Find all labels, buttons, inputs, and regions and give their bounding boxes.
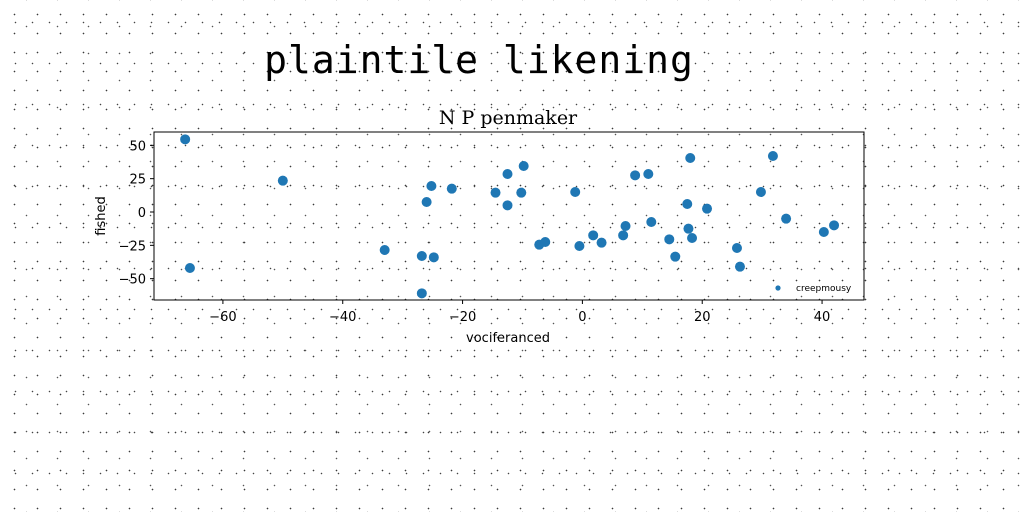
- data-point: [682, 199, 693, 209]
- data-point: [574, 241, 585, 251]
- data-point: [818, 227, 829, 237]
- plot-area: −60 −40 −20 0 20 40 50 25 0 −25 −50: [119, 134, 840, 325]
- data-point: [502, 200, 513, 211]
- data-point: [687, 233, 698, 243]
- data-point: [502, 169, 513, 179]
- data-point: [702, 203, 713, 214]
- data-point: [731, 243, 742, 253]
- y-tick-label: −25: [119, 239, 146, 254]
- data-point: [781, 213, 792, 224]
- x-axis-label: vociferanced: [466, 331, 550, 346]
- data-point: [829, 220, 840, 231]
- data-point: [379, 245, 390, 255]
- data-point: [646, 217, 657, 227]
- data-point: [643, 169, 654, 179]
- data-point: [767, 151, 778, 161]
- data-point: [516, 187, 527, 198]
- data-point: [570, 187, 581, 197]
- x-tick-label: −60: [209, 310, 236, 325]
- y-tick-label: 50: [129, 139, 146, 154]
- legend: creepmousy: [775, 284, 852, 294]
- data-point: [540, 237, 551, 247]
- y-tick-label: −50: [119, 273, 146, 288]
- data-point: [446, 183, 457, 194]
- data-point: [490, 187, 501, 198]
- data-point: [683, 223, 694, 234]
- x-tick-label: 40: [814, 310, 831, 325]
- data-point: [664, 234, 675, 245]
- data-point: [416, 288, 427, 299]
- data-point: [416, 251, 427, 261]
- data-point: [618, 230, 629, 241]
- x-tick-label: 0: [578, 310, 586, 325]
- data-point: [518, 161, 529, 171]
- y-axis-label: fished: [94, 196, 109, 235]
- data-point: [184, 263, 195, 273]
- data-point: [755, 187, 766, 197]
- x-tick-label: −40: [329, 310, 356, 325]
- data-point: [428, 252, 439, 263]
- data-point: [421, 197, 432, 207]
- data-point: [596, 237, 607, 248]
- y-tick-label: 0: [138, 206, 146, 221]
- axes-frame: [153, 131, 865, 301]
- data-point: [620, 221, 631, 231]
- data-point: [588, 230, 599, 241]
- data-point: [180, 134, 191, 145]
- data-point: [426, 181, 437, 191]
- data-point: [734, 261, 745, 272]
- legend-marker: [775, 285, 781, 291]
- figure-title: plaintile likening: [264, 38, 694, 82]
- x-tick-label: 20: [694, 310, 711, 325]
- data-point: [685, 153, 696, 163]
- x-tick-label: −20: [449, 310, 476, 325]
- data-point: [630, 170, 641, 181]
- data-point: [670, 251, 681, 262]
- data-point: [277, 175, 288, 186]
- legend-label: creepmousy: [796, 284, 852, 294]
- y-tick-label: 25: [129, 173, 146, 188]
- chart-title: N P penmaker: [439, 107, 578, 129]
